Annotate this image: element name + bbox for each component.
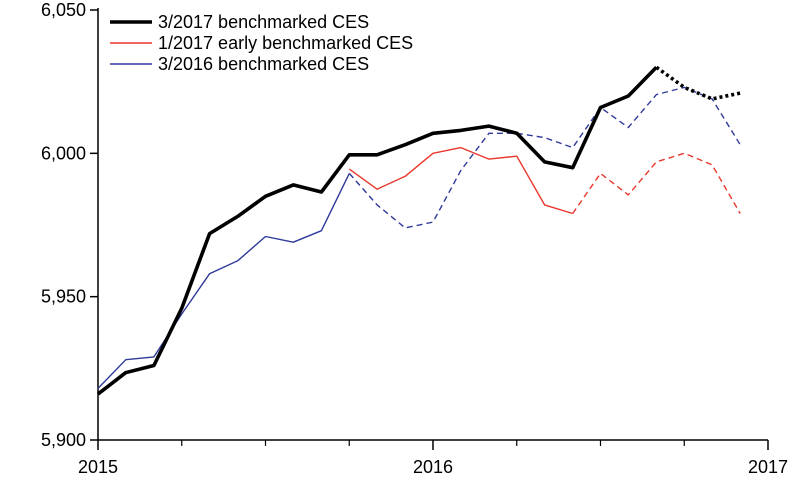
series-3 (97, 86, 741, 389)
series-line-dashed (348, 86, 741, 229)
x-tick-label: 2016 (413, 457, 453, 477)
y-tick-label: 5,950 (41, 287, 86, 307)
series-line-dotted (655, 65, 741, 101)
y-tick-label: 6,050 (41, 0, 86, 20)
y-tick-label: 5,900 (41, 430, 86, 450)
series-line-solid (96, 66, 658, 396)
legend-label: 3/2016 benchmarked CES (158, 54, 369, 74)
series-2 (348, 146, 741, 215)
y-tick-label: 6,000 (41, 143, 86, 163)
x-tick-label: 2015 (78, 457, 118, 477)
x-tick-label: 2017 (748, 457, 788, 477)
legend-label: 1/2017 early benchmarked CES (158, 33, 413, 53)
legend-label: 3/2017 benchmarked CES (158, 12, 369, 32)
series-line-dashed (572, 152, 741, 214)
axes: 5,900 5,950 6,000 6,050 2015 2016 2017 (41, 0, 788, 477)
series-1 (96, 65, 741, 396)
series-line-solid (97, 173, 350, 389)
series-layer (96, 65, 741, 396)
